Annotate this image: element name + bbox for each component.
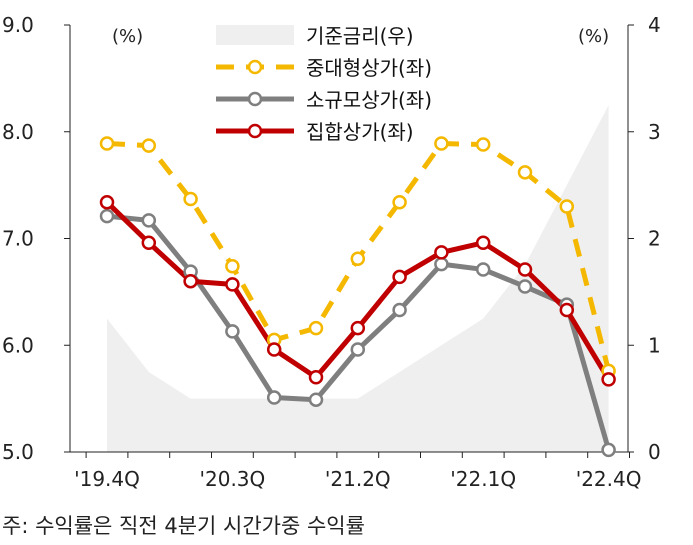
legend: 기준금리(우) 중대형상가(좌) 소규모상가(좌) 집합상가(좌) xyxy=(216,24,432,144)
x-tick-label: '22.4Q xyxy=(576,467,642,491)
right-tick-label: 3 xyxy=(648,120,661,144)
legend-label-aggregate: 집합상가(좌) xyxy=(306,120,414,144)
point-aggregate xyxy=(601,372,616,387)
axes xyxy=(64,24,634,458)
point-small xyxy=(266,390,282,405)
point-aggregate xyxy=(350,320,366,336)
point-aggregate xyxy=(559,302,575,318)
point-mid-large xyxy=(475,137,491,152)
point-mid-large xyxy=(225,259,240,274)
point-mid-large xyxy=(517,165,533,180)
left-tick-label: 7.0 xyxy=(2,227,34,251)
left-tick-label: 6.0 xyxy=(2,333,34,357)
right-tick-label: 4 xyxy=(648,13,661,37)
point-aggregate xyxy=(475,235,491,251)
point-mid-large xyxy=(99,136,115,151)
x-tick-label: '22.1Q xyxy=(450,467,516,491)
legend-label-mid-large: 중대형상가(좌) xyxy=(306,56,432,80)
left-tick-label: 5.0 xyxy=(2,440,34,464)
series-lines xyxy=(99,136,616,458)
point-small xyxy=(99,208,115,224)
left-tick-label: 8.0 xyxy=(2,120,34,144)
point-aggregate xyxy=(141,235,157,251)
point-small xyxy=(434,256,449,272)
x-tick-label: '20.3Q xyxy=(200,467,266,491)
point-aggregate xyxy=(517,262,533,277)
x-tick-label: '19.4Q xyxy=(74,467,140,491)
point-mid-large xyxy=(183,191,198,207)
right-axis-unit: (%) xyxy=(578,26,609,47)
point-small xyxy=(601,442,616,458)
legend-marker-small xyxy=(247,91,263,107)
point-aggregate xyxy=(183,273,198,289)
legend-swatch-base-rate xyxy=(216,25,294,45)
left-axis-unit: (%) xyxy=(112,26,143,47)
point-small xyxy=(350,342,366,357)
legend-marker-mid-large xyxy=(247,59,263,75)
point-mid-large xyxy=(559,199,575,214)
point-small xyxy=(392,302,407,318)
point-aggregate xyxy=(225,277,240,292)
point-aggregate xyxy=(308,370,324,385)
right-tick-label: 1 xyxy=(648,333,661,357)
point-small xyxy=(225,324,240,339)
point-mid-large xyxy=(141,138,157,153)
point-small xyxy=(308,392,324,407)
point-small xyxy=(517,279,533,294)
point-aggregate xyxy=(266,342,282,357)
right-tick-label: 2 xyxy=(648,227,661,251)
point-mid-large xyxy=(350,251,366,267)
point-small xyxy=(141,213,157,228)
left-tick-label: 9.0 xyxy=(2,13,34,37)
point-mid-large xyxy=(434,136,449,151)
legend-label-base-rate: 기준금리(우) xyxy=(306,24,414,48)
point-aggregate xyxy=(434,245,449,260)
point-aggregate xyxy=(392,269,407,285)
tick-labels: 9.0 8.0 7.0 6.0 5.0 4 3 2 1 0 '19.4Q '20.3Q '21.2Q '2… xyxy=(2,13,661,491)
point-aggregate xyxy=(99,194,115,210)
base-rate-area xyxy=(107,105,609,452)
x-tick-label: '21.2Q xyxy=(325,467,391,491)
legend-marker-aggregate xyxy=(247,123,263,139)
footnote: 주: 수익률은 직전 4분기 시간가중 수익률 xyxy=(2,514,365,538)
point-small xyxy=(475,262,491,277)
right-tick-label: 0 xyxy=(648,440,661,464)
point-mid-large xyxy=(308,320,324,336)
point-mid-large xyxy=(392,194,407,210)
legend-label-small: 소규모상가(좌) xyxy=(306,88,432,112)
